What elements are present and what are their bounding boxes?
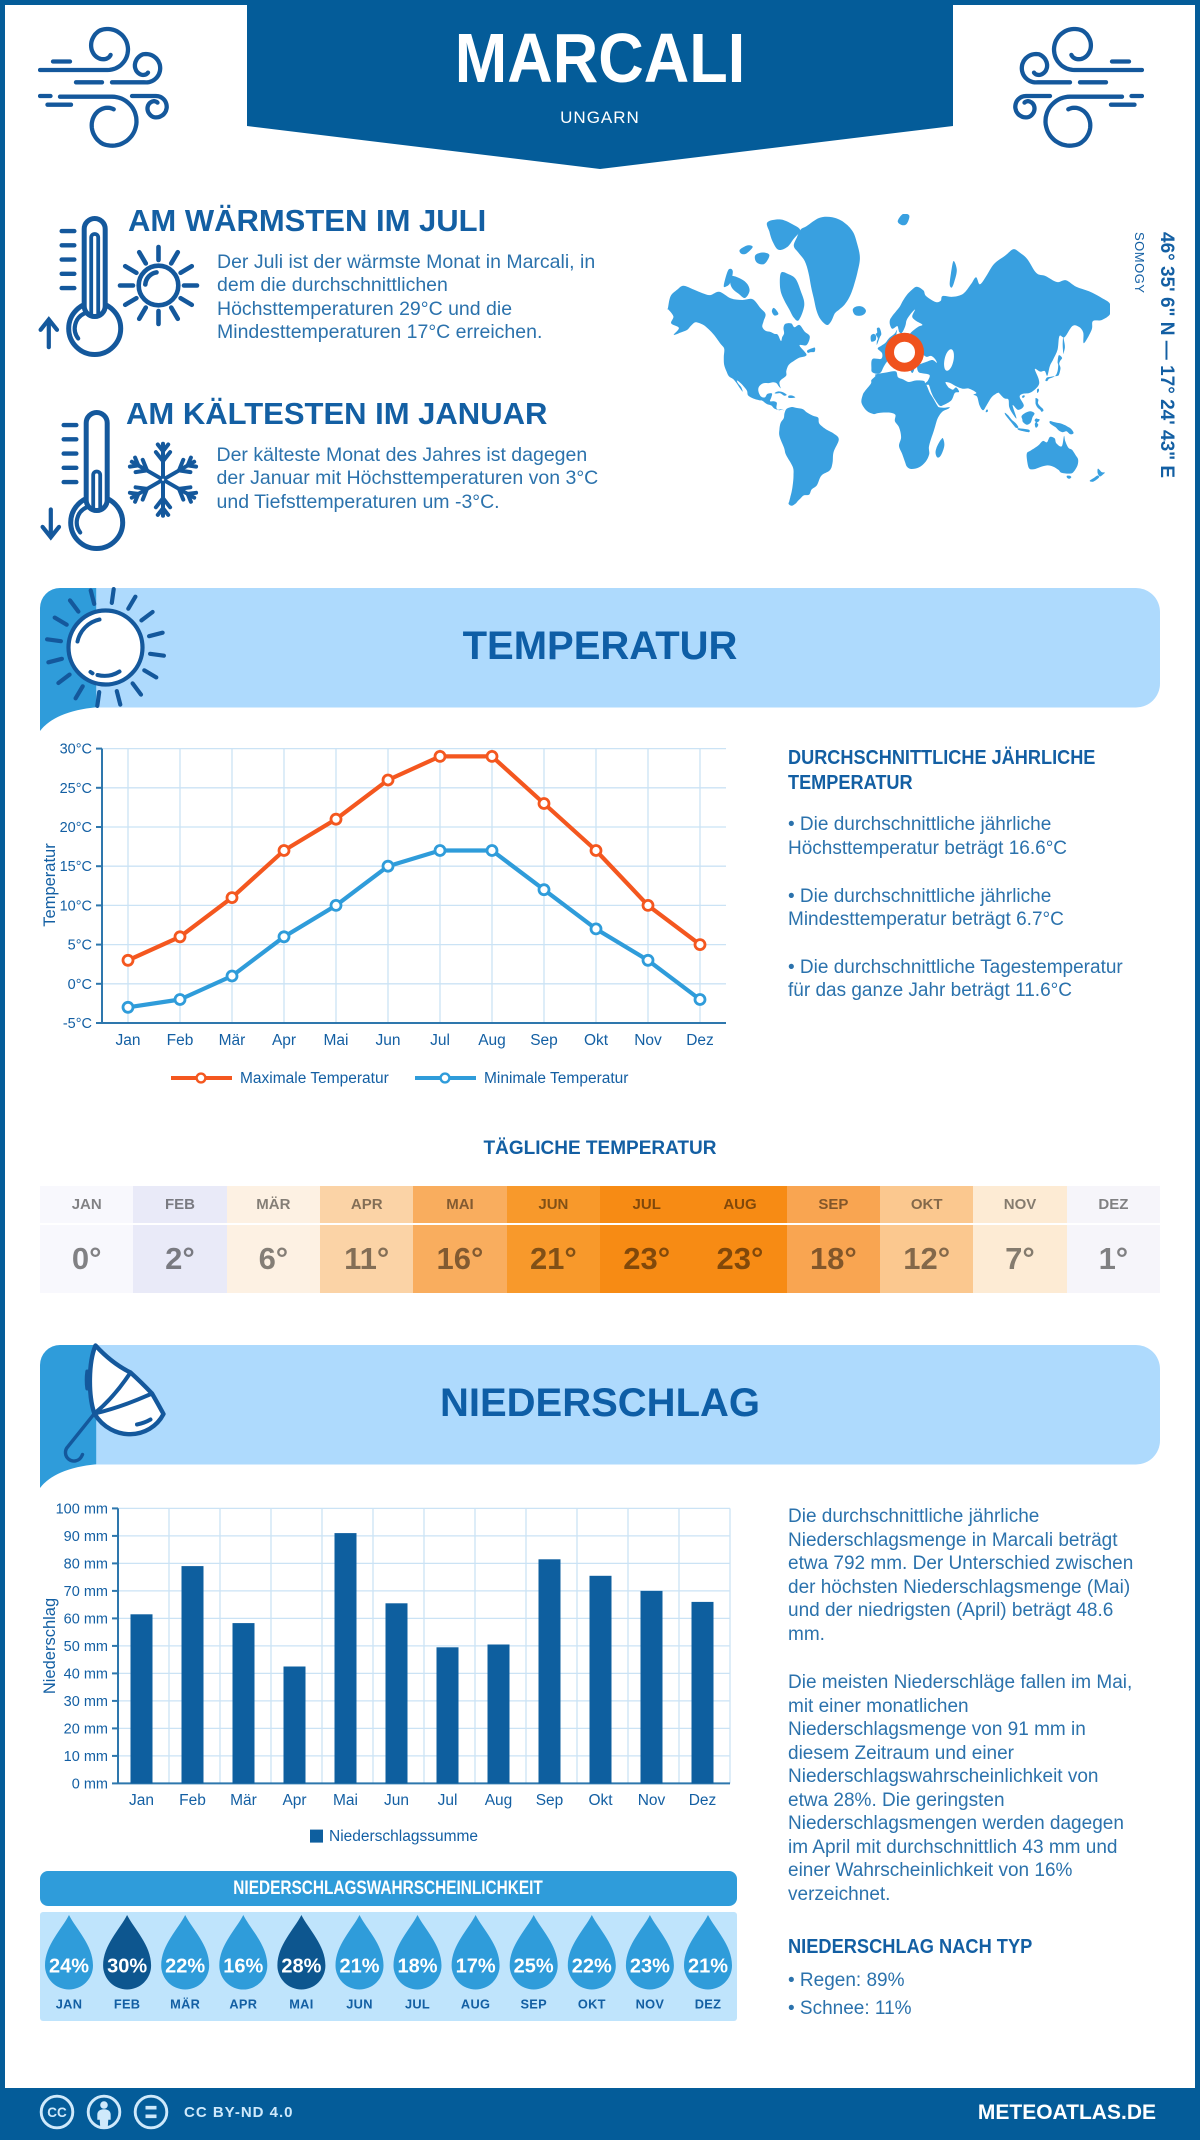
svg-text:10°C: 10°C [60, 898, 92, 914]
svg-text:JUN: JUN [346, 1997, 373, 2012]
svg-text:Jan: Jan [129, 1792, 154, 1809]
svg-text:DEZ: DEZ [695, 1997, 722, 2012]
svg-text:22%: 22% [165, 1956, 205, 1978]
svg-text:5°C: 5°C [68, 938, 92, 954]
svg-text:JUL: JUL [405, 1997, 430, 2012]
svg-text:MÄR: MÄR [170, 1997, 200, 2012]
svg-text:90 mm: 90 mm [64, 1529, 108, 1545]
svg-text:21%: 21% [339, 1956, 379, 1978]
svg-text:Jan: Jan [116, 1032, 141, 1049]
svg-text:APR: APR [229, 1997, 257, 2012]
svg-text:NOV: NOV [636, 1997, 665, 2012]
svg-text:18%: 18% [397, 1956, 437, 1978]
svg-text:16%: 16% [223, 1956, 263, 1978]
svg-text:CC BY-ND 4.0: CC BY-ND 4.0 [184, 2104, 294, 2121]
svg-text:Jul: Jul [438, 1792, 458, 1809]
svg-text:Aug: Aug [485, 1792, 513, 1809]
svg-text:28%: 28% [281, 1956, 321, 1978]
svg-text:Nov: Nov [634, 1032, 662, 1049]
svg-text:22%: 22% [572, 1956, 612, 1978]
svg-text:Niederschlag: Niederschlag [41, 1598, 59, 1694]
svg-text:30 mm: 30 mm [64, 1694, 108, 1710]
svg-text:Mai: Mai [324, 1032, 349, 1049]
svg-text:25°C: 25°C [60, 781, 92, 797]
svg-text:21%: 21% [688, 1956, 728, 1978]
svg-text:Dez: Dez [686, 1032, 714, 1049]
svg-text:MAI: MAI [289, 1997, 313, 2012]
svg-text:15°C: 15°C [60, 859, 92, 875]
svg-text:Mär: Mär [230, 1792, 257, 1809]
svg-text:JAN: JAN [56, 1997, 83, 2012]
svg-text:Okt: Okt [584, 1032, 609, 1049]
svg-text:0 mm: 0 mm [72, 1776, 108, 1792]
svg-text:Okt: Okt [588, 1792, 613, 1809]
svg-text:Apr: Apr [272, 1032, 296, 1049]
svg-text:Feb: Feb [167, 1032, 194, 1049]
svg-text:25%: 25% [514, 1956, 554, 1978]
svg-text:100 mm: 100 mm [56, 1501, 108, 1517]
svg-text:FEB: FEB [114, 1997, 141, 2012]
svg-text:Maximale Temperatur: Maximale Temperatur [240, 1070, 389, 1087]
svg-text:40 mm: 40 mm [64, 1666, 108, 1682]
svg-text:Mai: Mai [333, 1792, 358, 1809]
svg-text:Minimale Temperatur: Minimale Temperatur [484, 1070, 628, 1087]
svg-text:OKT: OKT [578, 1997, 606, 2012]
svg-text:Jul: Jul [430, 1032, 450, 1049]
svg-text:-5°C: -5°C [63, 1016, 92, 1032]
svg-text:Dez: Dez [689, 1792, 717, 1809]
svg-text:SEP: SEP [520, 1997, 547, 2012]
svg-text:17%: 17% [456, 1956, 496, 1978]
svg-text:0°C: 0°C [68, 977, 92, 993]
svg-text:24%: 24% [49, 1956, 89, 1978]
svg-text:Feb: Feb [179, 1792, 206, 1809]
svg-text:Jun: Jun [376, 1032, 401, 1049]
svg-text:Aug: Aug [478, 1032, 506, 1049]
svg-text:METEOATLAS.DE: METEOATLAS.DE [978, 2101, 1156, 2124]
svg-text:Sep: Sep [536, 1792, 564, 1809]
svg-text:Mär: Mär [219, 1032, 246, 1049]
svg-text:20°C: 20°C [60, 820, 92, 836]
svg-text:30°C: 30°C [60, 742, 92, 758]
svg-text:Niederschlagssumme: Niederschlagssumme [329, 1828, 478, 1845]
svg-text:Apr: Apr [282, 1792, 306, 1809]
svg-text:Temperatur: Temperatur [41, 843, 59, 927]
svg-text:80 mm: 80 mm [64, 1556, 108, 1572]
svg-text:AUG: AUG [461, 1997, 490, 2012]
svg-text:23%: 23% [630, 1956, 670, 1978]
svg-text:10 mm: 10 mm [64, 1749, 108, 1765]
svg-text:Sep: Sep [530, 1032, 558, 1049]
svg-text:20 mm: 20 mm [64, 1721, 108, 1737]
svg-text:60 mm: 60 mm [64, 1611, 108, 1627]
svg-text:Nov: Nov [638, 1792, 666, 1809]
svg-text:Jun: Jun [384, 1792, 409, 1809]
svg-text:50 mm: 50 mm [64, 1639, 108, 1655]
svg-text:CC: CC [47, 2105, 67, 2120]
svg-text:30%: 30% [107, 1956, 147, 1978]
svg-text:70 mm: 70 mm [64, 1584, 108, 1600]
